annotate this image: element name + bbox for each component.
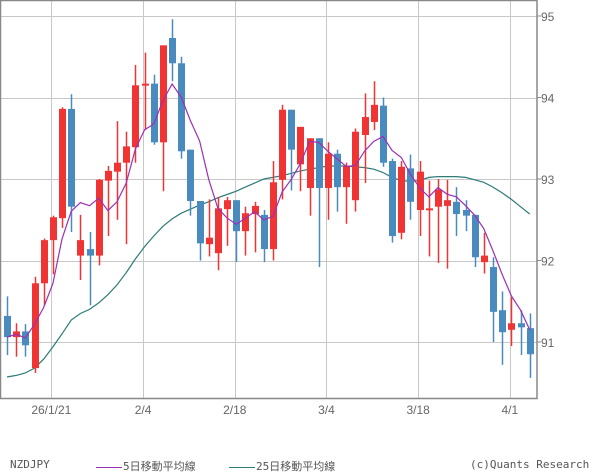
candle — [472, 214, 479, 268]
x-tick-label: 26/1/21 — [31, 403, 71, 417]
candle — [197, 201, 204, 261]
candle — [206, 199, 213, 257]
y-tick-label: 94 — [541, 92, 555, 106]
candles — [4, 19, 534, 378]
candle — [435, 179, 442, 263]
y-tick-label: 95 — [541, 10, 555, 24]
candle — [279, 104, 286, 200]
copyright-label: (c)Quants Research — [470, 458, 590, 471]
candle — [352, 128, 359, 212]
candle — [307, 138, 314, 216]
candle — [13, 323, 20, 357]
axes — [0, 0, 538, 400]
x-axis-labels: 26/1/21 2/4 2/18 3/4 3/18 4/1 — [31, 403, 518, 417]
candle — [77, 214, 84, 281]
candle — [362, 93, 369, 184]
candle — [224, 196, 231, 246]
candle — [508, 297, 515, 347]
y-tick-label: 91 — [541, 336, 555, 350]
candle — [233, 200, 240, 263]
y-tick-label: 92 — [541, 255, 555, 269]
candle — [160, 45, 167, 192]
candle — [389, 158, 396, 243]
candle — [59, 107, 66, 228]
y-tick-label: 93 — [541, 173, 555, 187]
y-axis-labels: 91 92 93 94 95 — [537, 10, 555, 350]
candle — [297, 126, 304, 192]
candle — [453, 187, 460, 237]
x-tick-label: 3/18 — [406, 403, 430, 417]
x-tick-label: 3/4 — [318, 403, 335, 417]
candle — [87, 231, 94, 306]
candle — [527, 313, 534, 378]
candle — [22, 324, 29, 357]
candle — [288, 109, 295, 191]
candle — [334, 149, 341, 212]
candle — [325, 142, 332, 220]
candle — [41, 238, 48, 306]
candle — [96, 179, 103, 266]
candle — [499, 291, 506, 365]
candle — [252, 201, 259, 253]
candle — [518, 310, 525, 356]
candle — [132, 64, 139, 163]
legend-ma25: 25日移動平均線 — [229, 458, 335, 474]
candle — [50, 215, 57, 275]
candle — [343, 162, 350, 224]
ma5-line — [6, 82, 531, 339]
grid-lines — [0, 0, 537, 398]
candle — [169, 19, 176, 82]
ma25-line — [6, 165, 531, 378]
ma5-label: 5日移動平均線 — [123, 460, 196, 473]
candle — [187, 149, 194, 216]
candle — [178, 56, 185, 159]
ma25-swatch — [229, 466, 255, 468]
candle — [426, 180, 433, 257]
candle — [32, 276, 39, 373]
candle — [261, 209, 268, 263]
candle — [490, 257, 497, 342]
candle — [123, 131, 130, 245]
candle — [4, 296, 11, 356]
candle — [151, 74, 158, 145]
candle — [407, 154, 414, 220]
x-tick-label: 2/4 — [135, 403, 152, 417]
symbol-label: NZDJPY — [10, 458, 50, 471]
candle — [316, 138, 323, 268]
legend-ma5: 5日移動平均線 — [96, 458, 196, 474]
ma5-swatch — [96, 466, 122, 468]
candle — [105, 165, 112, 237]
candle — [242, 206, 249, 256]
candle — [142, 52, 149, 131]
candle — [463, 200, 470, 232]
candle — [398, 161, 405, 240]
candle — [371, 81, 378, 131]
candle — [114, 121, 121, 220]
x-tick-label: 2/18 — [223, 403, 247, 417]
candle — [270, 161, 277, 261]
candle — [380, 97, 387, 167]
candle — [481, 232, 488, 274]
candle — [68, 94, 75, 232]
ma25-label: 25日移動平均線 — [256, 460, 336, 473]
candle — [417, 161, 424, 237]
candle — [215, 196, 222, 271]
x-tick-label: 4/1 — [502, 403, 519, 417]
